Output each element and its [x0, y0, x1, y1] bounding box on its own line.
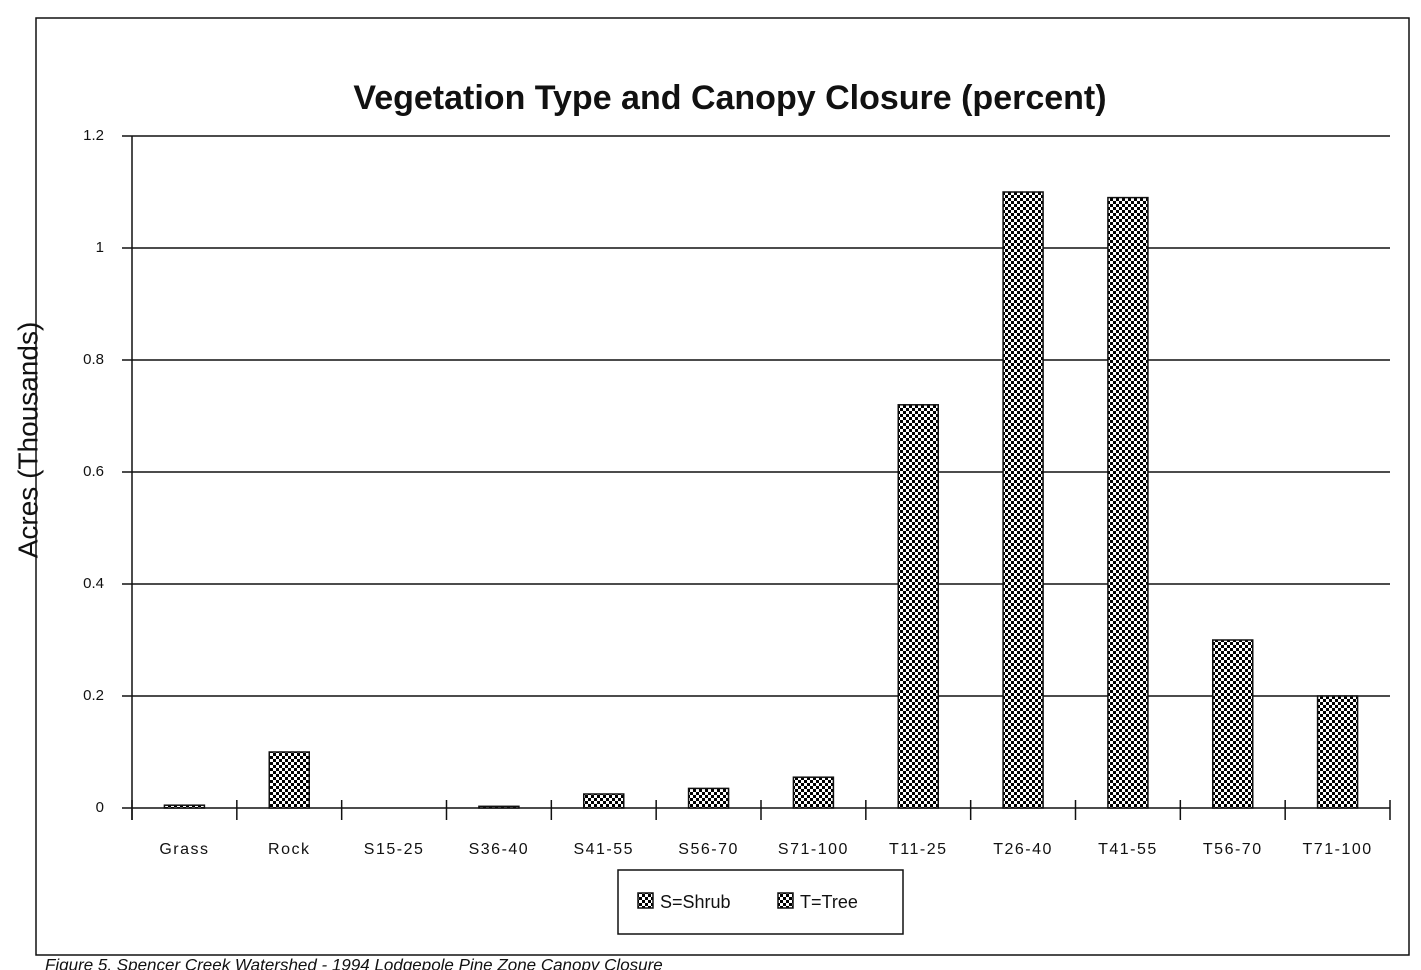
frame [35, 17, 1410, 956]
y-tick-label: 0 [96, 799, 104, 816]
bar [163, 804, 206, 809]
bar [1002, 191, 1044, 809]
bar [583, 793, 625, 809]
x-tick-label: T41-55 [1098, 841, 1158, 858]
y-tick-label: 0.2 [83, 687, 104, 704]
x-tick-label: T26-40 [993, 841, 1053, 858]
x-tick-label: Grass [159, 841, 209, 858]
caption: Figure 5. Spencer Creek Watershed - 1994… [45, 955, 663, 970]
bar [792, 776, 835, 809]
bar [268, 751, 310, 809]
x-tick-label: T56-70 [1203, 841, 1263, 858]
y-tick-label: 1.2 [83, 127, 104, 144]
legend-swatch [637, 892, 654, 909]
y-tick-label: 1 [96, 239, 104, 256]
bar [897, 404, 939, 809]
x-tick-label: Rock [268, 841, 310, 858]
bar [1212, 639, 1254, 809]
legend-box [617, 869, 904, 935]
legend-label: S=Shrub [660, 892, 731, 912]
chart-title: Vegetation Type and Canopy Closure (perc… [353, 79, 1106, 117]
x-tick-label: S36-40 [469, 841, 530, 858]
legend-swatch [777, 892, 794, 909]
y-tick-label: 0.6 [83, 463, 104, 480]
bar [687, 787, 730, 809]
bar [1107, 196, 1149, 809]
x-tick-label: T11-25 [889, 841, 948, 858]
bar [478, 805, 520, 809]
x-tick-label: S71-100 [778, 841, 849, 858]
y-tick-label: 0.8 [83, 351, 104, 368]
bar [1316, 695, 1359, 809]
x-tick-label: T71-100 [1303, 841, 1373, 858]
x-tick-label: S56-70 [678, 841, 739, 858]
x-tick-label: S15-25 [364, 841, 425, 858]
y-axis-label: Acres (Thousands) [12, 322, 43, 559]
x-tick-label: S41-55 [573, 841, 634, 858]
legend-label: T=Tree [800, 892, 858, 912]
y-tick-label: 0.4 [83, 575, 104, 592]
